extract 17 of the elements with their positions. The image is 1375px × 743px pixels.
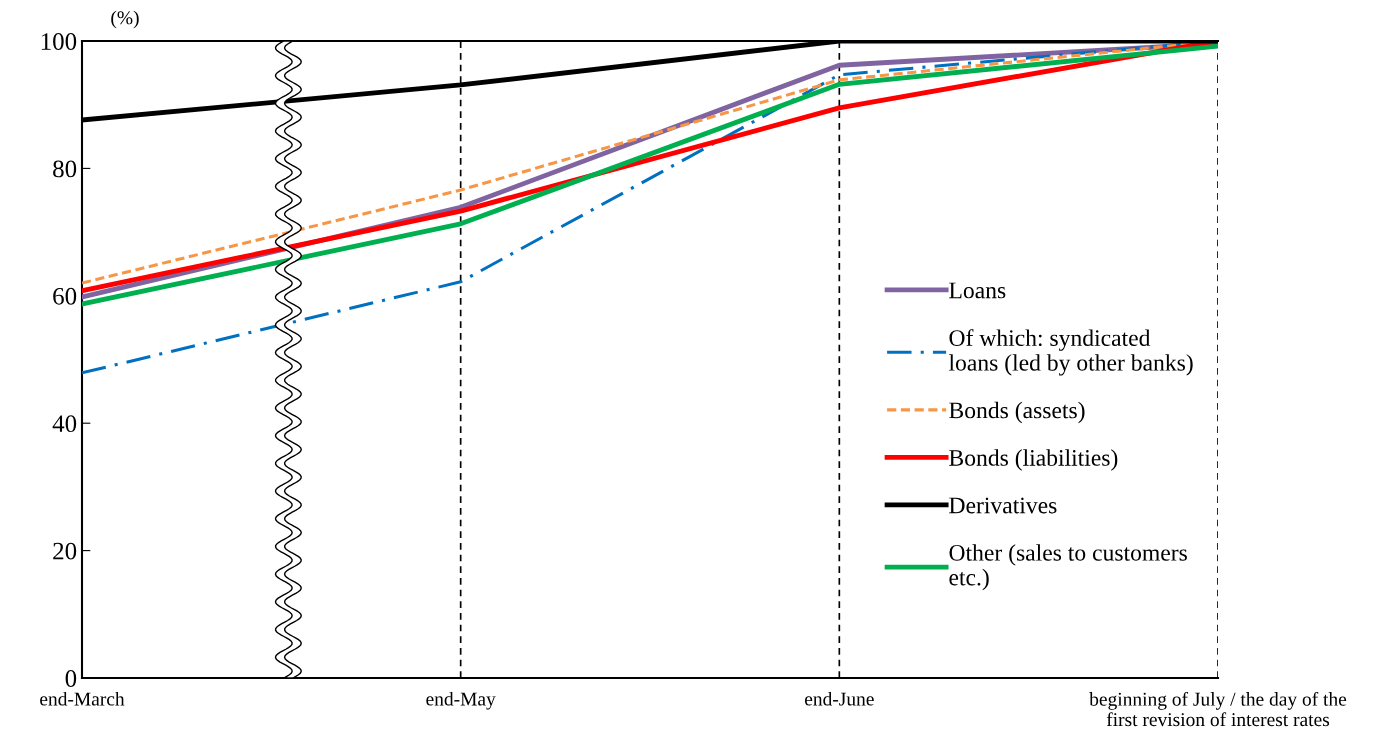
y-tick-label: 0 (65, 670, 77, 687)
legend-label: Derivatives (949, 497, 1057, 514)
y-tick-label: 60 (53, 287, 77, 305)
x-tick-label: end-June (805, 691, 874, 706)
legend-label: Bonds (assets) (949, 401, 1085, 424)
x-tick-label: end-March (40, 691, 125, 706)
legend-label: Loans (949, 282, 1006, 299)
y-tick-label: 20 (53, 542, 77, 560)
y-tick-label: 40 (52, 415, 77, 433)
legend-label: Of which: syndicated loans (led by other banks) (948, 329, 1193, 376)
x-tick-label: beginning of July / the day of the first revision of interest rates (1089, 691, 1347, 727)
legend-label: Bonds (liabilities) (949, 449, 1118, 471)
y-tick-label: 80 (53, 160, 77, 178)
x-tick-label: end-May (426, 691, 496, 710)
y-axis-title: (%) (111, 10, 139, 29)
legend-label: Other (sales to customers etc.) (949, 544, 1187, 591)
y-tick-label: 100 (41, 33, 77, 50)
